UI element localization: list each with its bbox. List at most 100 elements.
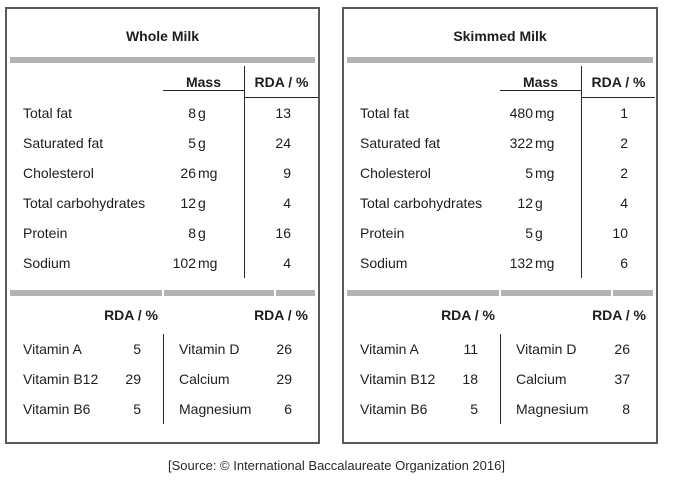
nutrient-label: Saturated fat: [360, 135, 441, 151]
rda-value: 24: [244, 128, 318, 158]
micros-rda-header-right: RDA / %: [254, 307, 308, 323]
mass-cell: 26 mg: [163, 165, 244, 181]
mass-value: 26: [180, 165, 196, 181]
micros-header-row: RDA / % RDA / %: [7, 296, 318, 334]
nutrition-table-skimmed-milk: Skimmed Milk Mass RDA / % Total fat 480 m…: [342, 7, 658, 444]
mass-unit: mg: [198, 255, 218, 271]
mass-unit: mg: [198, 165, 218, 181]
mass-value: 102: [172, 255, 196, 271]
micro-rda-value: 8: [622, 401, 630, 417]
micro-cell: Vitamin A 11: [344, 334, 500, 364]
divider-bar: [10, 57, 315, 63]
micro-rda-value: 26: [614, 341, 630, 357]
micro-label: Calcium: [516, 371, 567, 387]
micros-row: Vitamin B6 5 Magnesium 8: [344, 394, 656, 424]
mass-unit: g: [198, 105, 206, 121]
micro-cell: Vitamin D 26: [163, 334, 318, 364]
micros-row: Vitamin A 11 Vitamin D 26: [344, 334, 656, 364]
nutrient-label: Sodium: [23, 255, 71, 271]
micro-cell: Vitamin B6 5: [7, 394, 163, 424]
rda-value: 6: [581, 248, 655, 278]
mass-value: 12: [180, 195, 196, 211]
micros-row: Vitamin B12 18 Calcium 37: [344, 364, 656, 394]
table-row: Sodium 132 mg 6: [344, 248, 656, 278]
micro-label: Vitamin D: [179, 341, 240, 357]
micro-cell: Vitamin B12 18: [344, 364, 500, 394]
micros-rda-header-left: RDA / %: [441, 307, 495, 323]
rda-value: 2: [581, 128, 655, 158]
rda-column-header: RDA / %: [581, 66, 655, 98]
nutrient-label: Total carbohydrates: [23, 195, 146, 211]
nutrient-label: Total carbohydrates: [360, 195, 483, 211]
micro-cell: Magnesium 8: [500, 394, 656, 424]
mass-unit: mg: [535, 135, 555, 151]
micros-row: Vitamin B12 29 Calcium 29: [7, 364, 318, 394]
rda-value: 9: [244, 158, 318, 188]
macro-section: Mass RDA / % Total fat 480 mg 1 Saturated…: [344, 66, 656, 278]
micros-section: RDA / % RDA / % Vitamin A 5 Vitamin D 26 V…: [7, 296, 318, 424]
source-attribution: [Source: © International Baccalaureate O…: [168, 458, 505, 473]
micro-rda-value: 18: [462, 371, 478, 387]
nutrient-label: Total fat: [360, 105, 410, 121]
mass-cell: 480 mg: [500, 105, 581, 121]
micro-rda-value: 6: [284, 401, 292, 417]
micro-label: Magnesium: [516, 401, 589, 417]
micro-cell: Magnesium 6: [163, 394, 318, 424]
rda-value: 4: [244, 188, 318, 218]
micro-rda-value: 37: [614, 371, 630, 387]
rda-value: 16: [244, 218, 318, 248]
mass-value: 5: [525, 165, 533, 181]
nutrient-label: Total fat: [23, 105, 73, 121]
micro-cell: Vitamin D 26: [500, 334, 656, 364]
mass-value: 12: [517, 195, 533, 211]
mass-unit: g: [198, 195, 206, 211]
micro-rda-value: 26: [276, 341, 292, 357]
mass-value: 322: [509, 135, 533, 151]
mass-unit: mg: [535, 255, 555, 271]
mass-value: 8: [188, 225, 196, 241]
micros-row: Vitamin A 5 Vitamin D 26: [7, 334, 318, 364]
table-row: Sodium 102 mg 4: [7, 248, 318, 278]
micro-rda-value: 11: [463, 341, 478, 357]
mass-column-header: Mass: [500, 74, 581, 91]
nutrient-label: Saturated fat: [23, 135, 104, 151]
mass-unit: g: [198, 225, 206, 241]
mass-value: 5: [188, 135, 196, 151]
micros-rda-header-right: RDA / %: [592, 307, 646, 323]
table-row: Total fat 480 mg 1: [344, 98, 656, 128]
mass-cell: 132 mg: [500, 255, 581, 271]
table-row: Saturated fat 322 mg 2: [344, 128, 656, 158]
table-row: Cholesterol 5 mg 2: [344, 158, 656, 188]
micro-cell: Calcium 37: [500, 364, 656, 394]
micros-header-row: RDA / % RDA / %: [344, 296, 656, 334]
divider-bar-segmented: [347, 290, 653, 296]
column-header-row: Mass RDA / %: [7, 66, 318, 98]
mass-unit: mg: [535, 165, 555, 181]
micro-label: Vitamin B6: [23, 401, 91, 417]
rda-value: 10: [581, 218, 655, 248]
rda-value: 2: [581, 158, 655, 188]
nutrient-label: Protein: [360, 225, 405, 241]
nutrient-label: Cholesterol: [23, 165, 94, 181]
divider-bar-segmented: [10, 290, 315, 296]
nutrient-label: Sodium: [360, 255, 408, 271]
table-title: Whole Milk: [125, 28, 200, 44]
rda-value: 1: [581, 98, 655, 128]
mass-unit: g: [535, 195, 543, 211]
micro-cell: Calcium 29: [163, 364, 318, 394]
micros-row: Vitamin B6 5 Magnesium 6: [7, 394, 318, 424]
mass-value: 5: [525, 225, 533, 241]
mass-cell: 102 mg: [163, 255, 244, 271]
mass-cell: 5 mg: [500, 165, 581, 181]
micro-cell: Vitamin B6 5: [344, 394, 500, 424]
micro-rda-value: 29: [276, 371, 292, 387]
